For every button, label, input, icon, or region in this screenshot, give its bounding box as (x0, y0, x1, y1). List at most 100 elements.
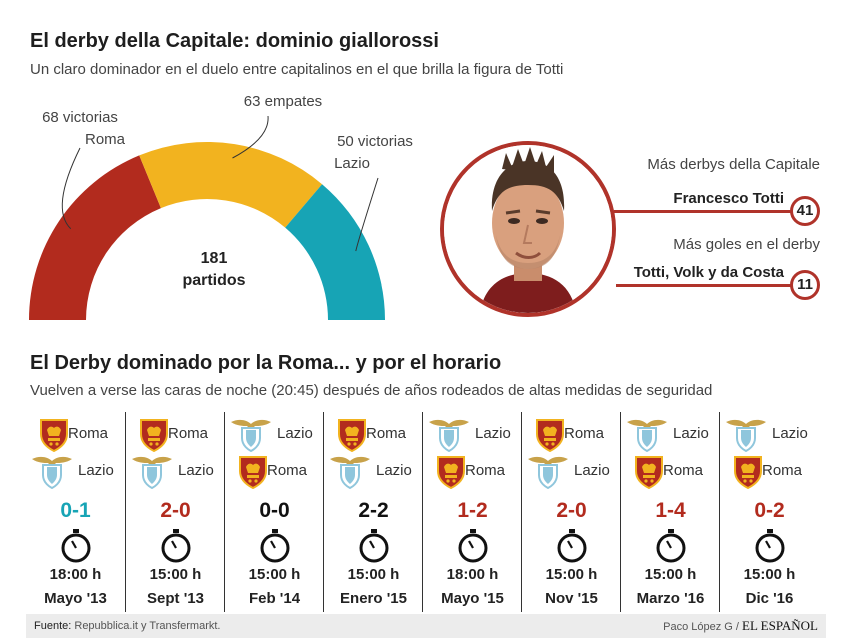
match-date: Feb '14 (248, 590, 301, 607)
away-team-name: Roma (465, 462, 506, 479)
match-date: Mayo '15 (441, 590, 504, 607)
home-team-name: Lazio (772, 425, 808, 442)
label-lazio: 50 victorias (337, 133, 413, 150)
home-team: Lazio (726, 416, 818, 453)
match-score: 0-2 (754, 499, 785, 522)
match-date: Mayo '13 (44, 590, 107, 607)
player-photo (440, 141, 616, 317)
home-team: Roma (530, 416, 620, 453)
roma-crest-icon (138, 416, 170, 457)
match-score: 1-2 (457, 499, 488, 522)
match-score: 2-0 (160, 499, 191, 522)
label-roma: 68 victorias (42, 109, 118, 126)
away-team: Lazio (528, 453, 620, 490)
away-team-name: Lazio (574, 462, 610, 479)
derby-results-chart: 68 victorias Roma 63 empates 50 victorias La… (29, 93, 413, 320)
away-team: Lazio (32, 453, 124, 490)
away-team-name: Roma (762, 462, 803, 479)
match-column: Lazio Roma 0-2 15:00 h Dic '16 (719, 412, 818, 612)
away-team-name: Roma (663, 462, 704, 479)
section-subtitle: Vuelven a verse las caras de noche (20:4… (30, 382, 713, 399)
home-team: Lazio (429, 416, 521, 453)
roma-crest-icon (633, 453, 665, 494)
match-date: Dic '16 (745, 590, 794, 607)
home-team: Lazio (627, 416, 719, 453)
match-time: 15:00 h (248, 566, 301, 583)
away-team-name: Lazio (376, 462, 412, 479)
match-column: Roma Lazio 2-0 15:00 h Sept '13 (125, 412, 224, 612)
section-title: El Derby dominado por la Roma... y por e… (30, 352, 502, 374)
roma-crest-icon (732, 453, 764, 494)
page-subtitle: Un claro dominador en el duelo entre cap… (30, 61, 564, 78)
lazio-eagle-icon (526, 453, 570, 494)
slice-lazio (285, 184, 385, 320)
match-time: 18:00 h (49, 566, 102, 583)
home-team: Roma (134, 416, 224, 453)
away-team: Roma (431, 453, 521, 490)
most-derbies-player: Francesco Totti (673, 190, 784, 207)
stopwatch-icon (655, 528, 687, 564)
stopwatch-icon (556, 528, 588, 564)
author: Paco López G (663, 621, 733, 633)
totti-portrait (444, 145, 612, 313)
brand-logo: EL ESPAÑOL (742, 618, 818, 633)
home-team: Roma (332, 416, 422, 453)
match-time: 15:00 h (347, 566, 400, 583)
away-team: Lazio (330, 453, 422, 490)
home-team-name: Roma (168, 425, 209, 442)
most-goals-players: Totti, Volk y da Costa (633, 264, 784, 281)
match-date: Nov '15 (545, 590, 598, 607)
roma-crest-icon (237, 453, 269, 494)
match-column: Roma Lazio 2-2 15:00 h Enero '15 (323, 412, 422, 612)
match-time: 18:00 h (446, 566, 499, 583)
total-matches-label: partidos (182, 272, 245, 289)
lazio-eagle-icon (724, 416, 768, 457)
away-team: Lazio (132, 453, 224, 490)
away-team: Roma (629, 453, 719, 490)
home-team-name: Lazio (475, 425, 511, 442)
footer: Fuente: Repubblica.it y Transfermarkt. P… (26, 614, 826, 638)
match-column: Roma Lazio 0-1 18:00 h Mayo '13 (26, 412, 125, 612)
stopwatch-icon (754, 528, 786, 564)
match-score: 2-0 (556, 499, 587, 522)
stopwatch-icon (358, 528, 390, 564)
stopwatch-icon (60, 528, 92, 564)
roma-crest-icon (534, 416, 566, 457)
away-team-name: Roma (267, 462, 308, 479)
match-column: Roma Lazio 2-0 15:00 h Nov '15 (521, 412, 620, 612)
lazio-eagle-icon (229, 416, 273, 457)
match-date: Enero '15 (340, 590, 407, 607)
stopwatch-icon (160, 528, 192, 564)
records-panel: Más derbys della Capitale Francesco Tott… (430, 135, 850, 335)
away-team-name: Lazio (78, 462, 114, 479)
match-timeline: Roma Lazio 0-1 18:00 h Mayo '13 Roma Lazio… (26, 412, 826, 612)
source-label: Fuente: (34, 620, 72, 632)
stopwatch-icon (457, 528, 489, 564)
home-team-name: Roma (564, 425, 605, 442)
match-column: Lazio Roma 0-0 15:00 h Feb '14 (224, 412, 323, 612)
home-team-name: Roma (366, 425, 407, 442)
record-connector-line (614, 210, 794, 213)
credits: Paco López G / EL ESPAÑOL (663, 614, 818, 639)
away-team: Roma (233, 453, 323, 490)
home-team-name: Lazio (673, 425, 709, 442)
lazio-eagle-icon (427, 416, 471, 457)
match-date: Sept '13 (147, 590, 204, 607)
match-score: 2-2 (358, 499, 389, 522)
match-score: 0-0 (259, 499, 290, 522)
home-team-name: Lazio (277, 425, 313, 442)
home-team: Roma (34, 416, 124, 453)
away-team-name: Lazio (178, 462, 214, 479)
match-column: Lazio Roma 1-2 18:00 h Mayo '15 (422, 412, 521, 612)
total-matches-value: 181 (201, 250, 228, 267)
away-team: Roma (728, 453, 818, 490)
slice-empates (139, 142, 323, 228)
match-time: 15:00 h (545, 566, 598, 583)
page-title: El derby della Capitale: dominio giallor… (30, 30, 439, 52)
match-score: 0-1 (60, 499, 91, 522)
leader-line-roma (61, 147, 81, 230)
lazio-eagle-icon (625, 416, 669, 457)
match-date: Marzo '16 (636, 590, 705, 607)
source-text: Repubblica.it y Transfermarkt. (74, 620, 221, 632)
label-empates: 63 empates (244, 93, 322, 110)
